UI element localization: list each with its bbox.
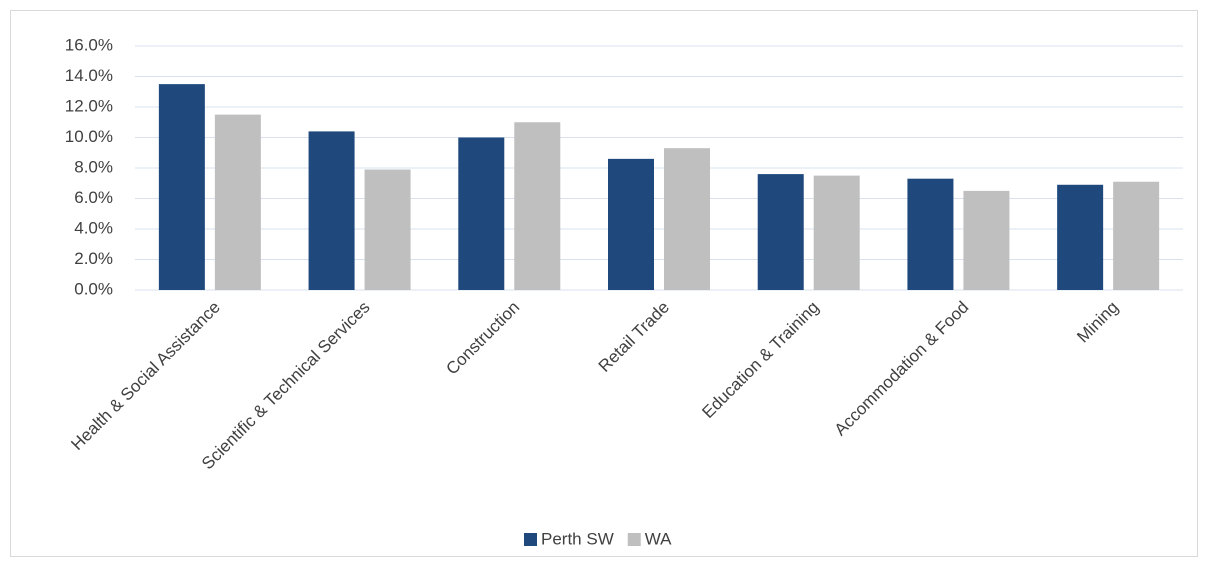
- bar: [1057, 184, 1104, 290]
- y-tick-label: 14.0%: [65, 66, 113, 85]
- bar: [664, 148, 710, 290]
- bar: [963, 190, 1010, 290]
- y-tick-label: 16.0%: [65, 35, 113, 54]
- bar: [308, 131, 355, 290]
- legend-label: WA: [645, 529, 672, 548]
- legend-label: Perth SW: [541, 529, 614, 548]
- bar: [907, 178, 954, 290]
- y-tick-label: 8.0%: [74, 157, 113, 176]
- y-tick-label: 6.0%: [74, 188, 113, 207]
- bar: [757, 174, 804, 290]
- y-tick-label: 0.0%: [74, 279, 113, 298]
- bar: [458, 137, 505, 290]
- bar: [364, 169, 411, 290]
- bar: [608, 158, 654, 290]
- legend-swatch: [524, 533, 537, 546]
- legend-swatch: [627, 533, 641, 546]
- bar: [514, 122, 561, 290]
- y-tick-label: 10.0%: [65, 127, 113, 146]
- bar: [158, 84, 205, 290]
- bar: [1113, 181, 1160, 290]
- y-tick-label: 4.0%: [74, 218, 113, 237]
- y-tick-label: 2.0%: [74, 249, 113, 268]
- bar: [214, 114, 261, 290]
- bar: [813, 175, 860, 290]
- y-tick-label: 12.0%: [65, 96, 113, 115]
